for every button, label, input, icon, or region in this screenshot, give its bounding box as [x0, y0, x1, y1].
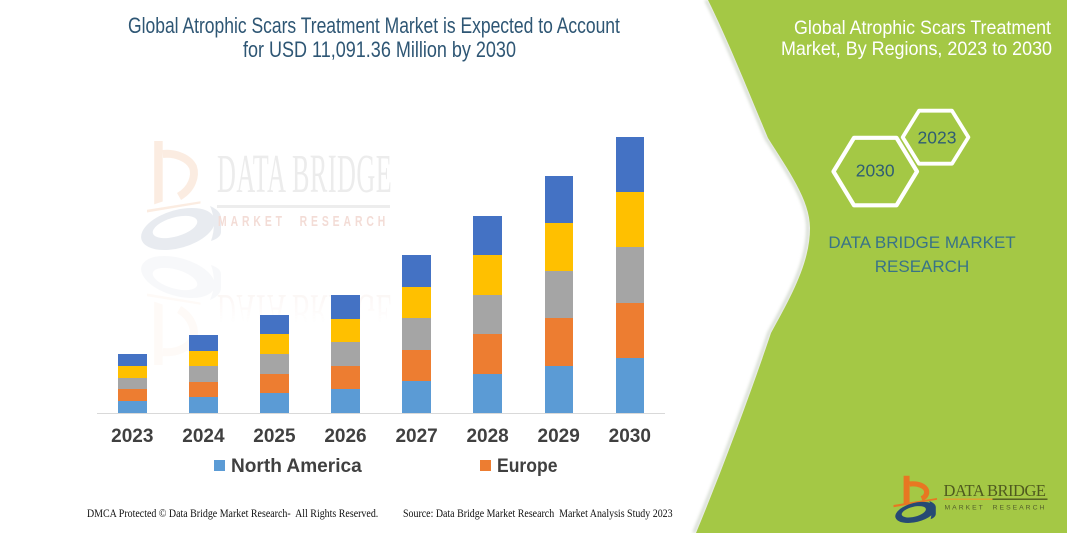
svg-text:2023: 2023 [918, 128, 957, 148]
svg-text:DATA BRIDGE: DATA BRIDGE [944, 481, 1048, 500]
svg-text:MARKET RESEARCH: MARKET RESEARCH [945, 505, 1048, 512]
svg-text:2030: 2030 [856, 161, 895, 181]
